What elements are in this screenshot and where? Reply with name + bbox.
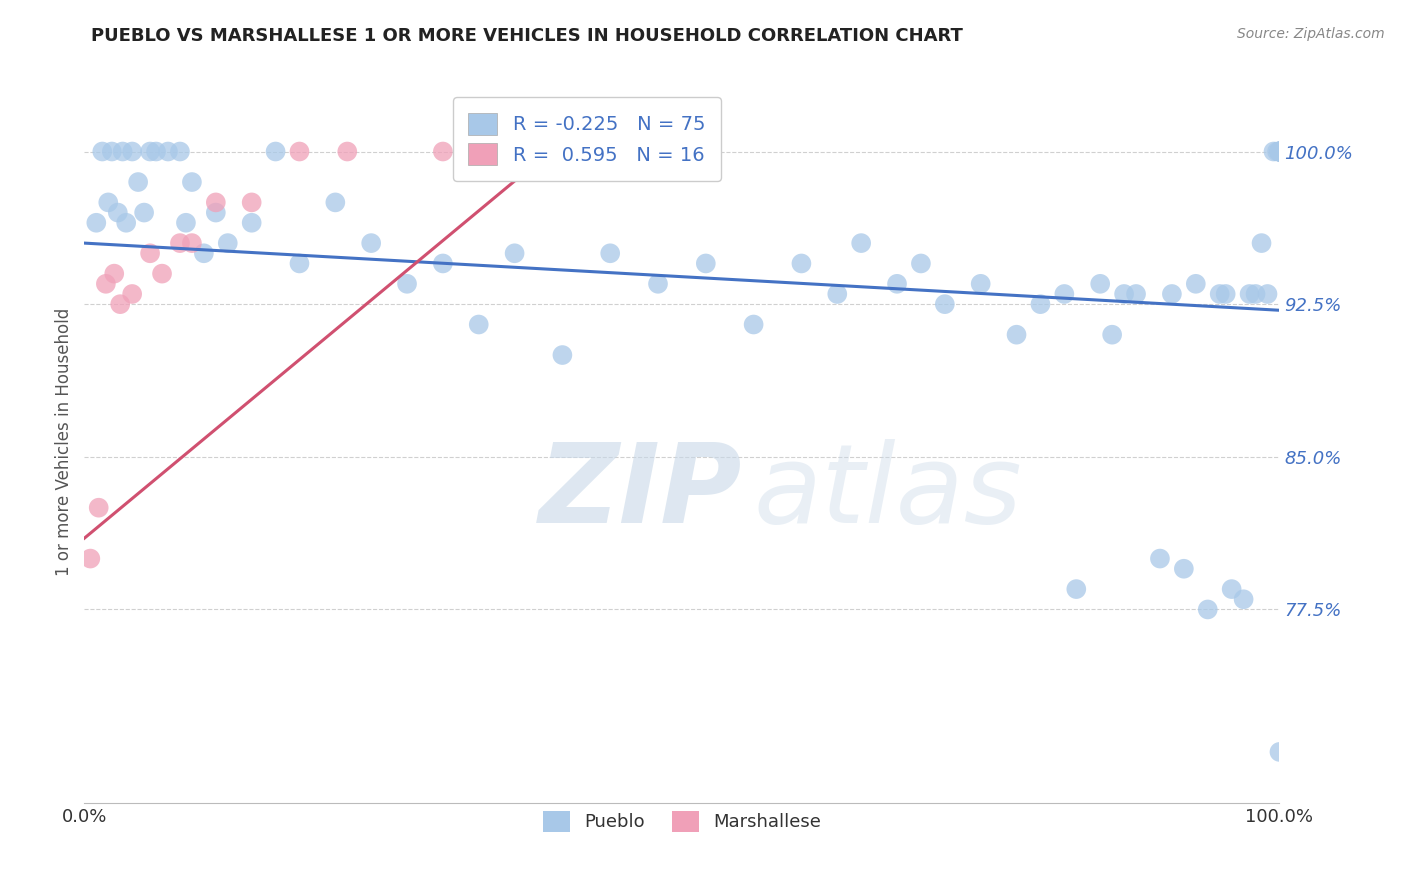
Point <box>1268 145 1291 159</box>
Point <box>169 236 191 251</box>
Text: PUEBLO VS MARSHALLESE 1 OR MORE VEHICLES IN HOUSEHOLD CORRELATION CHART: PUEBLO VS MARSHALLESE 1 OR MORE VEHICLES… <box>91 27 963 45</box>
Point <box>79 551 101 566</box>
Text: ZIP: ZIP <box>538 439 742 546</box>
Point <box>1268 145 1291 159</box>
Point <box>181 236 204 251</box>
Point <box>1268 145 1291 159</box>
Point <box>1268 745 1291 759</box>
Point <box>1250 236 1272 251</box>
Point <box>503 246 526 260</box>
Point <box>1268 145 1291 159</box>
Point <box>934 297 956 311</box>
Point <box>121 287 143 301</box>
Point <box>1053 287 1076 301</box>
Point <box>121 145 143 159</box>
Text: Source: ZipAtlas.com: Source: ZipAtlas.com <box>1237 27 1385 41</box>
Point <box>264 145 287 159</box>
Point <box>1268 145 1291 159</box>
Legend: Pueblo, Marshallese: Pueblo, Marshallese <box>530 798 834 845</box>
Point <box>886 277 908 291</box>
Point <box>1209 287 1232 301</box>
Point <box>174 216 197 230</box>
Point <box>127 175 149 189</box>
Point <box>1268 145 1291 159</box>
Point <box>110 297 132 311</box>
Y-axis label: 1 or more Vehicles in Household: 1 or more Vehicles in Household <box>55 308 73 575</box>
Point <box>325 195 347 210</box>
Point <box>1215 287 1237 301</box>
Point <box>432 256 454 270</box>
Point <box>139 246 162 260</box>
Point <box>1268 145 1291 159</box>
Point <box>1066 582 1088 596</box>
Point <box>94 277 117 291</box>
Point <box>599 246 621 260</box>
Point <box>169 145 191 159</box>
Point <box>150 267 173 281</box>
Point <box>1265 145 1288 159</box>
Point <box>101 145 124 159</box>
Point <box>790 256 813 270</box>
Point <box>107 205 129 219</box>
Point <box>1233 592 1256 607</box>
Point <box>1268 145 1291 159</box>
Point <box>1220 582 1243 596</box>
Point <box>240 216 263 230</box>
Point <box>97 195 120 210</box>
Point <box>1197 602 1219 616</box>
Point <box>217 236 239 251</box>
Point <box>145 145 167 159</box>
Point <box>827 287 849 301</box>
Point <box>551 348 574 362</box>
Point <box>360 236 382 251</box>
Point <box>1029 297 1052 311</box>
Point <box>115 216 138 230</box>
Point <box>432 145 454 159</box>
Point <box>336 145 359 159</box>
Point <box>1185 277 1208 291</box>
Point <box>468 318 491 332</box>
Text: atlas: atlas <box>754 439 1022 546</box>
Point <box>1161 287 1184 301</box>
Point <box>1268 145 1291 159</box>
Point <box>1125 287 1147 301</box>
Point <box>205 195 228 210</box>
Point <box>1149 551 1171 566</box>
Point <box>193 246 215 260</box>
Point <box>742 318 765 332</box>
Point <box>1268 145 1291 159</box>
Point <box>205 205 228 219</box>
Point <box>111 145 134 159</box>
Point <box>851 236 873 251</box>
Point <box>695 256 717 270</box>
Point <box>91 145 114 159</box>
Point <box>87 500 110 515</box>
Point <box>288 256 311 270</box>
Point <box>139 145 162 159</box>
Point <box>1257 287 1279 301</box>
Point <box>181 175 204 189</box>
Point <box>288 145 311 159</box>
Point <box>1114 287 1136 301</box>
Point <box>910 256 932 270</box>
Point <box>1244 287 1267 301</box>
Point <box>240 195 263 210</box>
Point <box>1263 145 1285 159</box>
Point <box>86 216 108 230</box>
Point <box>1239 287 1261 301</box>
Point <box>1173 562 1195 576</box>
Point <box>527 145 550 159</box>
Point <box>396 277 419 291</box>
Point <box>970 277 993 291</box>
Point <box>1268 145 1291 159</box>
Point <box>1090 277 1112 291</box>
Point <box>647 277 669 291</box>
Point <box>1101 327 1123 342</box>
Point <box>1005 327 1028 342</box>
Point <box>132 205 156 219</box>
Point <box>157 145 180 159</box>
Point <box>103 267 125 281</box>
